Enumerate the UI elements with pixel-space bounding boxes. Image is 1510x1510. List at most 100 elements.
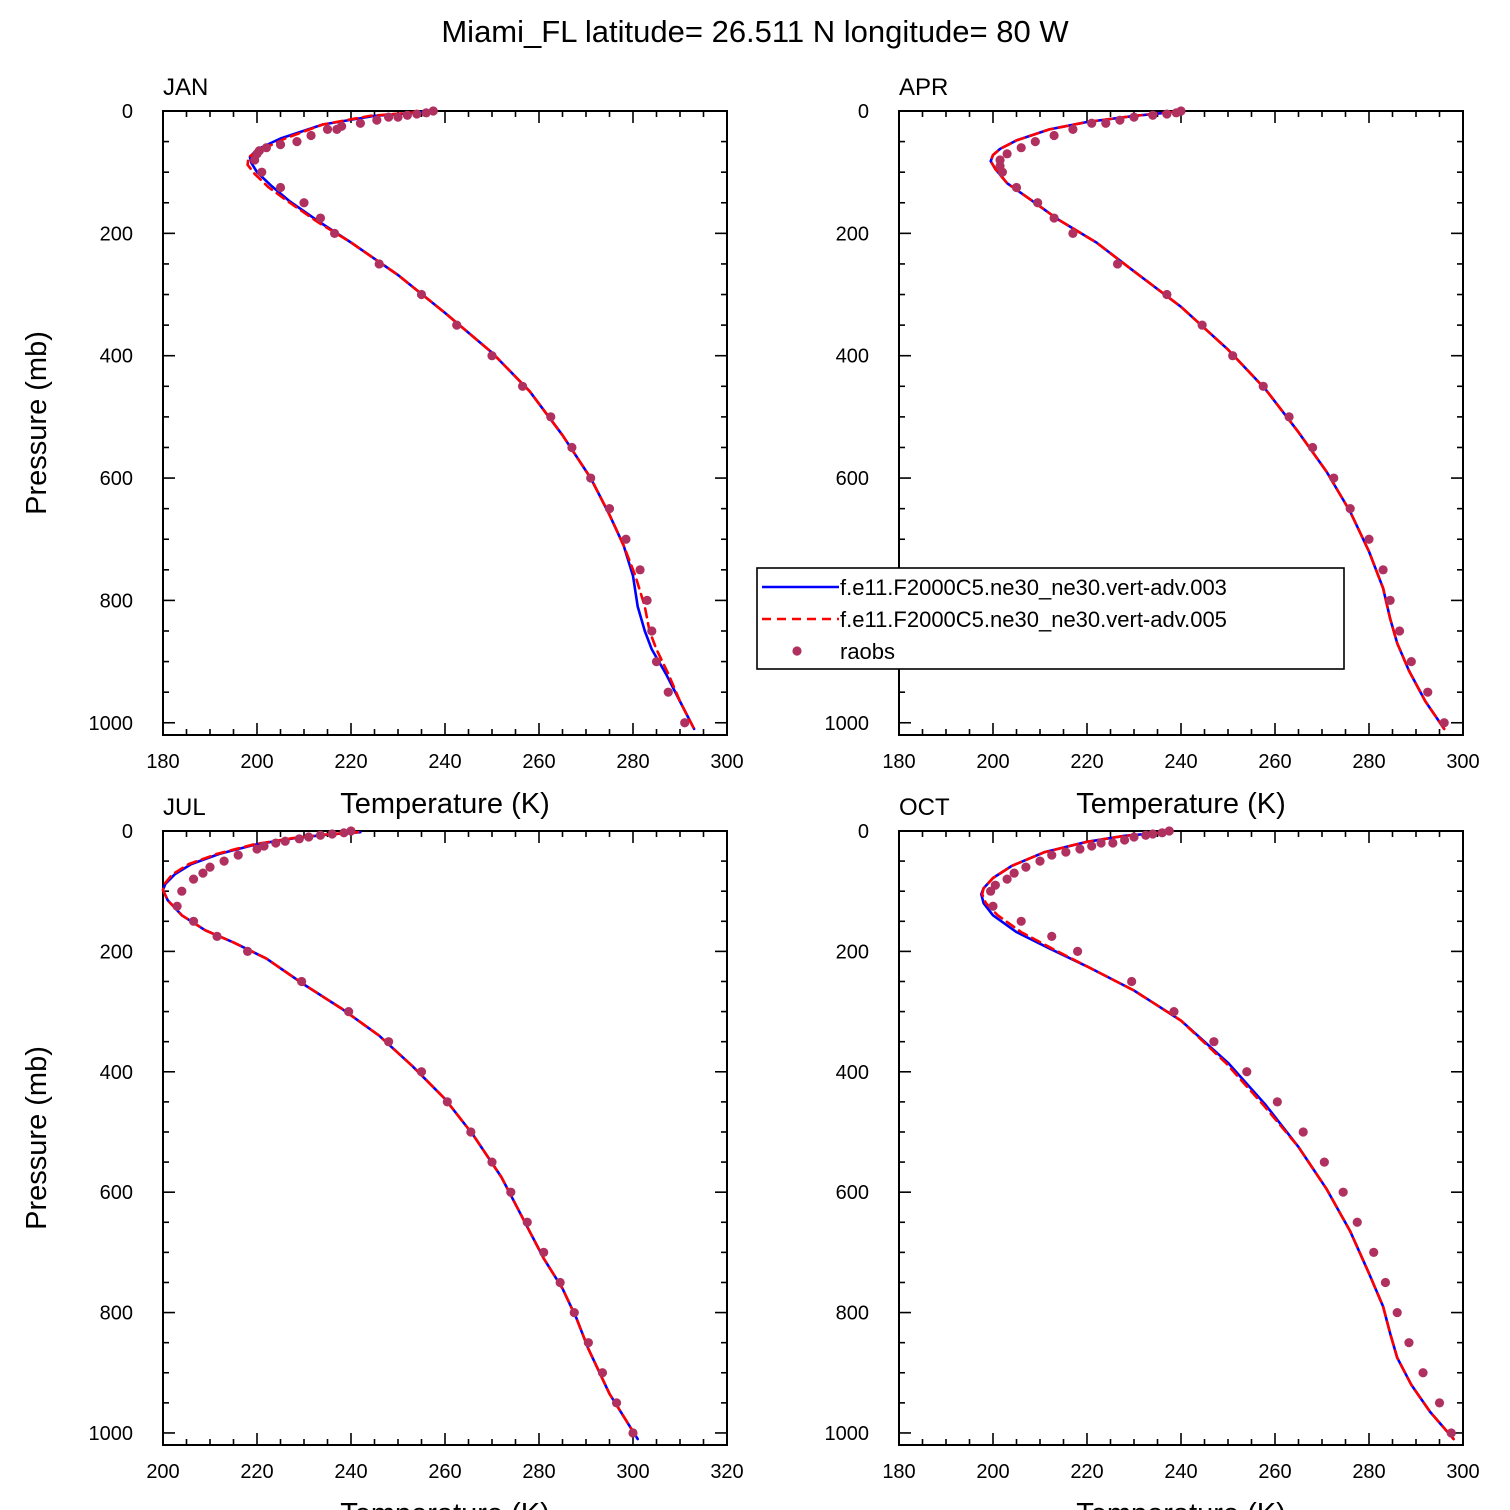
raobs-point [188, 916, 199, 926]
raobs-point [297, 976, 307, 987]
raobs-point [1101, 118, 1111, 128]
raobs-point [647, 626, 657, 636]
y-tick-label: 1000 [825, 713, 870, 735]
y-tick-label: 400 [100, 1062, 133, 1084]
raobs-point [1162, 109, 1172, 119]
raobs-point [583, 1338, 593, 1348]
raobs-point [651, 656, 662, 667]
raobs-point [212, 931, 222, 941]
series-line-003 [980, 830, 1455, 1441]
page-title: Miami_FL latitude= 26.511 N longitude= 8… [441, 14, 1069, 49]
raobs-point [250, 155, 260, 165]
raobs-point [1418, 1368, 1428, 1378]
x-tick-label: 260 [428, 1461, 461, 1483]
x-tick-label: 280 [616, 751, 649, 773]
raobs-point [1016, 916, 1026, 926]
raobs-markers [172, 826, 638, 1438]
raobs-point [621, 534, 631, 544]
raobs-point [1446, 1428, 1456, 1438]
raobs-point [1068, 228, 1078, 238]
raobs-point [1352, 1217, 1362, 1227]
raobs-point [1164, 826, 1174, 836]
y-tick-label: 1000 [89, 713, 134, 735]
raobs-point [988, 901, 998, 911]
raobs-point [292, 136, 302, 147]
raobs-point [1129, 832, 1139, 842]
raobs-point [1308, 442, 1318, 453]
y-tick-label: 600 [836, 1182, 869, 1204]
raobs-point [1345, 504, 1355, 514]
raobs-point [315, 213, 326, 223]
raobs-point [271, 838, 281, 848]
raobs-point [635, 565, 645, 575]
raobs-point [1120, 835, 1130, 845]
raobs-point [219, 856, 229, 866]
raobs-point [611, 1398, 622, 1408]
raobs-point [339, 828, 349, 838]
raobs-markers [995, 106, 1449, 728]
series-line-005 [246, 110, 696, 731]
raobs-point [332, 124, 342, 134]
raobs-point [506, 1187, 516, 1197]
series-line-003 [161, 830, 640, 1441]
raobs-point [393, 112, 403, 122]
x-tick-label: 300 [616, 1461, 649, 1483]
raobs-point [1002, 149, 1012, 159]
raobs-point [1127, 976, 1137, 987]
raobs-point [1033, 198, 1043, 208]
raobs-point [680, 718, 690, 728]
x-tick-label: 200 [146, 1461, 179, 1483]
raobs-point [252, 844, 262, 854]
raobs-point [344, 1006, 354, 1017]
raobs-point [1298, 1127, 1308, 1137]
x-tick-label: 180 [882, 1461, 915, 1483]
x-tick-label: 240 [428, 751, 461, 773]
raobs-point [1129, 112, 1139, 122]
raobs-point [198, 868, 208, 878]
y-axis-title: Pressure (mb) [21, 1046, 53, 1230]
x-axis-title: Temperature (K) [340, 1498, 550, 1510]
raobs-point [172, 901, 182, 911]
raobs-point [522, 1217, 532, 1227]
y-tick-label: 400 [100, 346, 133, 368]
raobs-point [1258, 381, 1268, 391]
raobs-point [1115, 115, 1125, 125]
x-tick-label: 240 [1164, 751, 1197, 773]
plot-frame [162, 830, 728, 1446]
raobs-point [452, 320, 462, 330]
x-tick-label: 200 [976, 751, 1009, 773]
raobs-point [1148, 110, 1158, 120]
panel-jan: JAN 180 200 220 240 260 280 300 0 200 400 600 800 100… [21, 74, 744, 820]
x-tick-label: 180 [882, 751, 915, 773]
series-line-005 [980, 830, 1455, 1441]
legend-label: f.e11.F2000C5.ne30_ne30.vert-adv.005 [840, 607, 1227, 632]
raobs-point [628, 1428, 638, 1438]
raobs-point [257, 167, 267, 177]
raobs-point [586, 473, 596, 483]
x-tick-label: 220 [1070, 751, 1103, 773]
raobs-point [1021, 862, 1031, 872]
raobs-point [412, 109, 422, 119]
raobs-point [421, 108, 431, 118]
x-axis-title: Temperature (K) [1076, 788, 1286, 820]
x-tick-label: 320 [710, 1461, 743, 1483]
raobs-point [1049, 213, 1059, 223]
raobs-point [569, 1307, 579, 1318]
raobs-point [416, 1067, 427, 1077]
raobs-point [1049, 130, 1059, 141]
raobs-point [1228, 351, 1238, 361]
panel-label: OCT [899, 794, 950, 821]
y-tick-label: 0 [858, 821, 869, 843]
raobs-point [642, 595, 652, 606]
raobs-point [1011, 182, 1022, 193]
x-tick-label: 180 [146, 751, 179, 773]
raobs-point [205, 862, 215, 872]
x-tick-label: 220 [240, 1461, 273, 1483]
raobs-point [442, 1097, 452, 1107]
raobs-point [374, 259, 384, 269]
x-tick-label: 260 [1258, 751, 1291, 773]
raobs-point [1392, 1307, 1402, 1318]
raobs-point [177, 886, 187, 896]
y-tick-label: 800 [100, 590, 133, 612]
y-tick-label: 600 [836, 468, 869, 490]
